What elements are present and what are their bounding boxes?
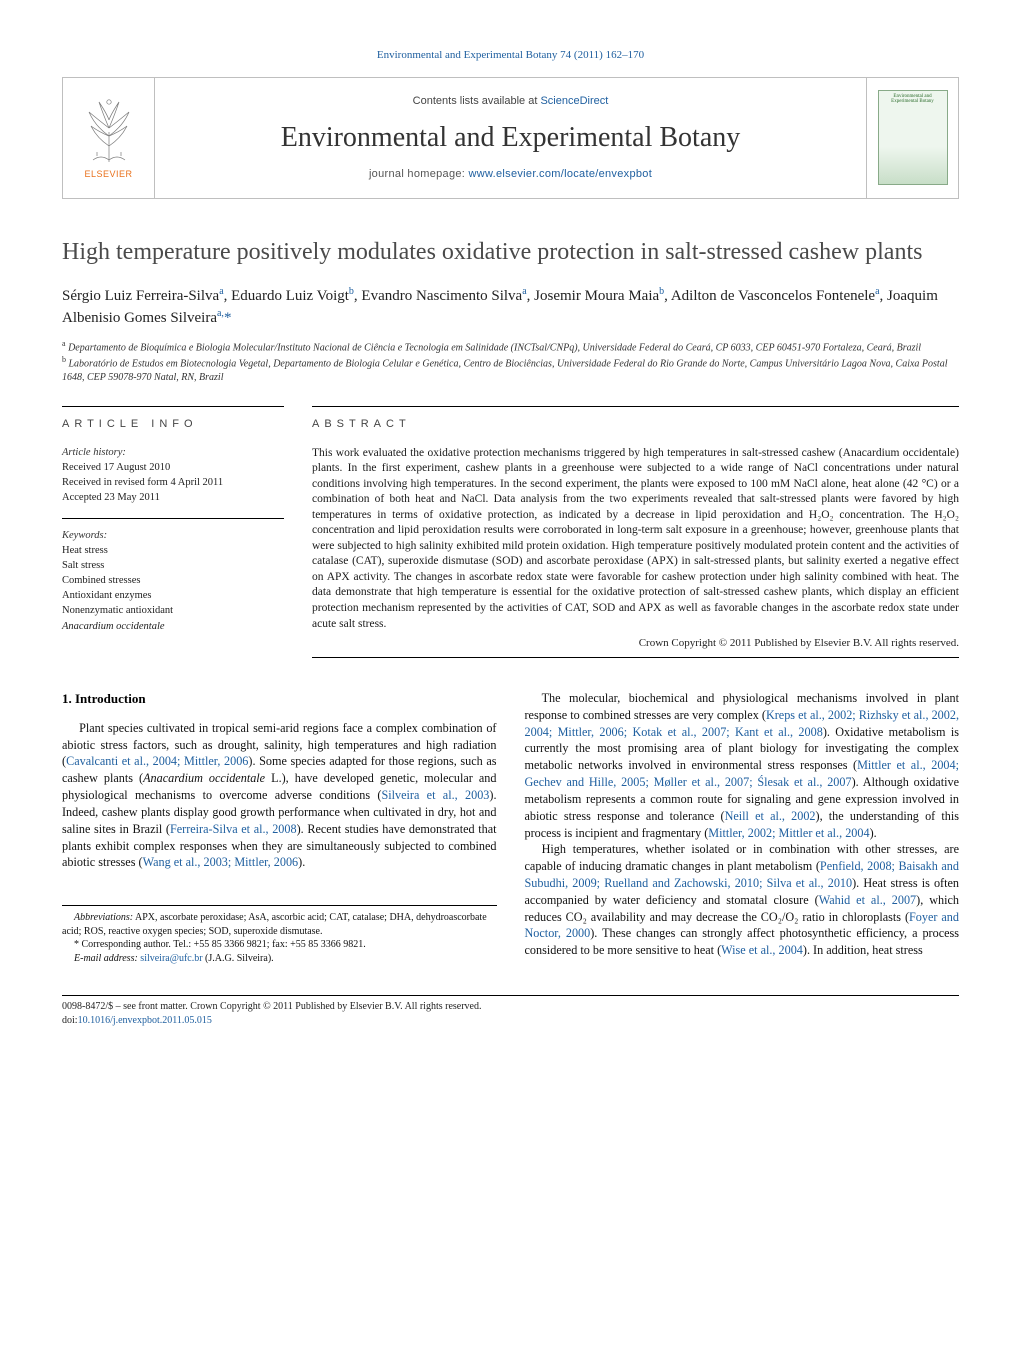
abstract-heading: abstract	[312, 406, 959, 446]
intro-heading: 1. Introduction	[62, 690, 497, 708]
author-list: Sérgio Luiz Ferreira-Silvaa, Eduardo Lui…	[62, 285, 959, 329]
cover-thumb-box: Environmental and Experimental Botany	[866, 78, 958, 198]
journal-cover-thumb: Environmental and Experimental Botany	[878, 90, 948, 185]
contents-line: Contents lists available at ScienceDirec…	[413, 94, 609, 109]
article-info-heading: article info	[62, 406, 284, 446]
keyword-line: Anacardium occidentale	[62, 620, 284, 634]
history-line: Received in revised form 4 April 2011	[62, 476, 284, 490]
keyword-line: Nonenzymatic antioxidant	[62, 604, 284, 618]
abbreviations-footnote: Abbreviations: APX, ascorbate peroxidase…	[62, 911, 497, 938]
citation-link[interactable]: Wang et al., 2003; Mittler, 2006	[143, 855, 299, 869]
citation-link[interactable]: Neill et al., 2002	[725, 809, 816, 823]
p2-text: ).	[870, 826, 877, 840]
email-head: E-mail address:	[74, 953, 138, 964]
page-footer: 0098-8472/$ – see front matter. Crown Co…	[62, 995, 959, 1027]
keyword-line: Salt stress	[62, 559, 284, 573]
email-tail: (J.A.G. Silveira).	[203, 953, 274, 964]
footer-doi: doi:10.1016/j.envexpbot.2011.05.015	[62, 1014, 959, 1028]
publisher-logo-box: ELSEVIER	[63, 78, 155, 198]
abstract-bottom-rule	[312, 657, 959, 658]
affiliation-line: b Laboratório de Estudos em Biotecnologi…	[62, 355, 959, 384]
footnotes-block: Abbreviations: APX, ascorbate peroxidase…	[62, 905, 497, 965]
section-title: Introduction	[75, 691, 146, 706]
abstract-column: abstract This work evaluated the oxidati…	[312, 406, 959, 658]
journal-masthead: ELSEVIER Contents lists available at Sci…	[62, 77, 959, 199]
homepage-link[interactable]: www.elsevier.com/locate/envexpbot	[469, 168, 653, 180]
sciencedirect-link[interactable]: ScienceDirect	[540, 95, 608, 107]
info-divider	[62, 518, 284, 519]
citation-link[interactable]: Silveira et al., 2003	[381, 788, 489, 802]
body-two-column: 1. Introduction Plant species cultivated…	[62, 690, 959, 965]
elsevier-label: ELSEVIER	[84, 168, 132, 180]
p3-text: ). In addition, heat stress	[803, 943, 923, 957]
section-number: 1.	[62, 691, 72, 706]
email-link[interactable]: silveira@ufc.br	[140, 953, 202, 964]
citation-link[interactable]: Wahid et al., 2007	[819, 893, 916, 907]
history-heading: Article history:	[62, 446, 284, 460]
history-line: Accepted 23 May 2011	[62, 491, 284, 505]
corresponding-footnote: * Corresponding author. Tel.: +55 85 336…	[62, 938, 497, 952]
citation-link[interactable]: Mittler, 2002; Mittler et al., 2004	[708, 826, 869, 840]
affiliation-line: a Departamento de Bioquímica e Biologia …	[62, 339, 959, 355]
intro-para-1: Plant species cultivated in tropical sem…	[62, 720, 497, 871]
doi-link[interactable]: 10.1016/j.envexpbot.2011.05.015	[78, 1015, 212, 1026]
keyword-line: Combined stresses	[62, 574, 284, 588]
header-citation: Environmental and Experimental Botany 74…	[62, 48, 959, 63]
header-citation-link[interactable]: Environmental and Experimental Botany 74…	[377, 49, 644, 61]
journal-name: Environmental and Experimental Botany	[281, 119, 741, 157]
keyword-line: Antioxidant enzymes	[62, 589, 284, 603]
elsevier-tree-icon	[79, 96, 139, 164]
abbrev-head: Abbreviations:	[74, 912, 133, 923]
homepage-prefix: journal homepage:	[369, 168, 469, 180]
intro-para-3: High temperatures, whether isolated or i…	[525, 841, 960, 959]
doi-prefix: doi:	[62, 1015, 78, 1026]
article-info-column: article info Article history: Received 1…	[62, 406, 284, 658]
intro-para-2: The molecular, biochemical and physiolog…	[525, 690, 960, 841]
corr-text: Corresponding author. Tel.: +55 85 3366 …	[79, 939, 366, 950]
footer-copyright: 0098-8472/$ – see front matter. Crown Co…	[62, 1000, 959, 1014]
keywords-heading: Keywords:	[62, 529, 284, 543]
homepage-line: journal homepage: www.elsevier.com/locat…	[369, 167, 652, 182]
affiliations: a Departamento de Bioquímica e Biologia …	[62, 339, 959, 384]
abstract-text: This work evaluated the oxidative protec…	[312, 446, 959, 632]
history-line: Received 17 August 2010	[62, 461, 284, 475]
citation-link[interactable]: Cavalcanti et al., 2004; Mittler, 2006	[66, 754, 248, 768]
species-name: Anacardium occidentale	[143, 771, 265, 785]
citation-link[interactable]: Ferreira-Silva et al., 2008	[170, 822, 297, 836]
cover-thumb-label: Environmental and Experimental Botany	[882, 94, 944, 104]
keyword-line: Heat stress	[62, 544, 284, 558]
email-footnote: E-mail address: silveira@ufc.br (J.A.G. …	[62, 952, 497, 966]
masthead-center: Contents lists available at ScienceDirec…	[155, 78, 866, 198]
abstract-copyright: Crown Copyright © 2011 Published by Else…	[312, 636, 959, 651]
article-title: High temperature positively modulates ox…	[62, 237, 959, 267]
contents-prefix: Contents lists available at	[413, 95, 541, 107]
citation-link[interactable]: Wise et al., 2004	[721, 943, 803, 957]
p1-text: ).	[298, 855, 305, 869]
